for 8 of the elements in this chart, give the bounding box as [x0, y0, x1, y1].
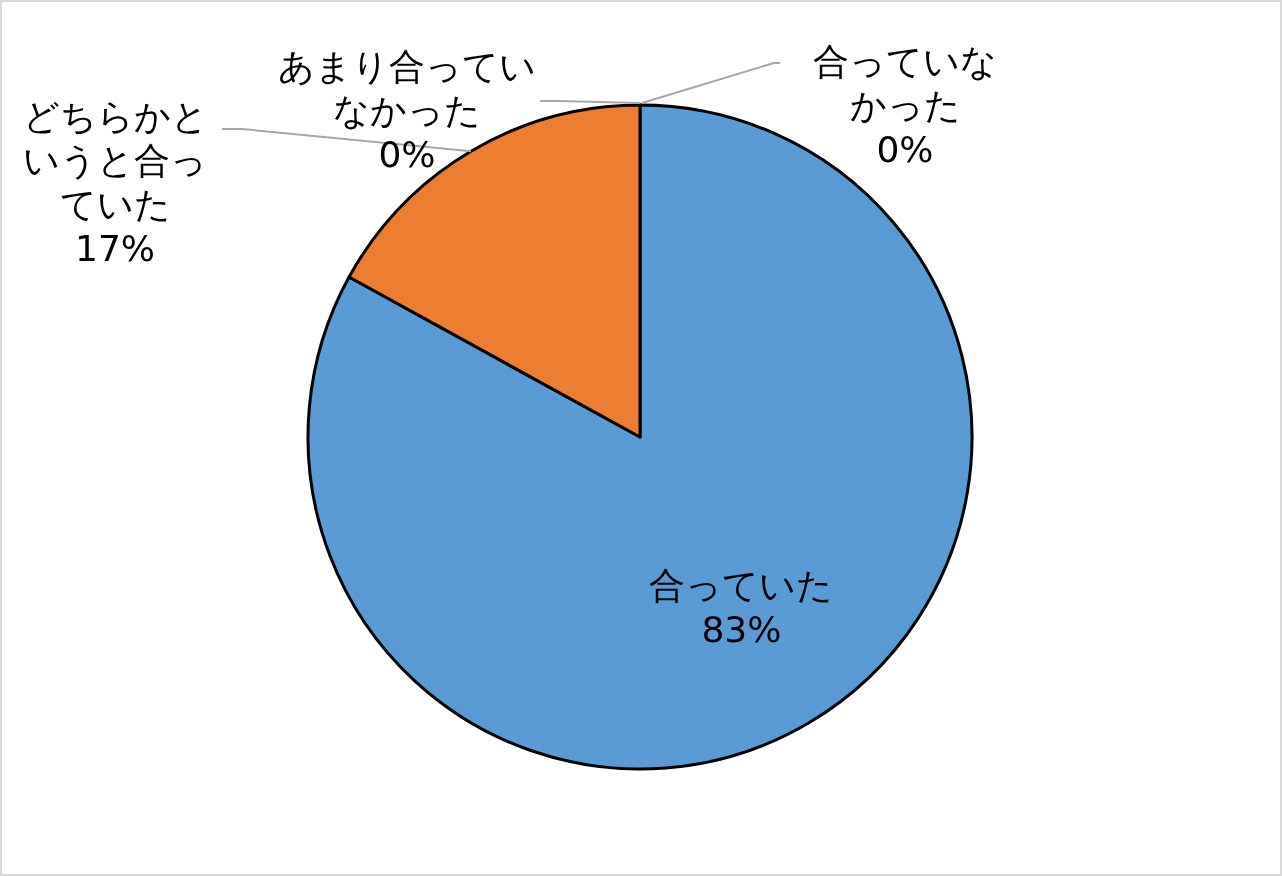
text: 0% — [876, 129, 934, 170]
legend-label: 合っていなかった — [812, 40, 998, 128]
text: 0% — [378, 134, 436, 175]
slice-label: 合っていた — [648, 564, 835, 609]
data-label: 83% — [700, 608, 783, 653]
slice-label: どちらかというと合っていた — [21, 95, 209, 227]
data-label: 17% — [74, 227, 156, 271]
category-label: あまり合っていなかった — [278, 46, 536, 131]
